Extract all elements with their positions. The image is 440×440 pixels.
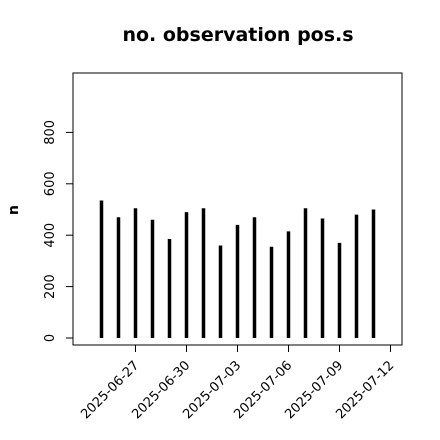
y-tick-label: 800 xyxy=(43,120,58,145)
y-tick-label: 600 xyxy=(43,171,58,196)
y-tick-label: 200 xyxy=(43,274,58,299)
chart-title: no. observation pos.s xyxy=(122,24,354,46)
y-axis-label: n xyxy=(6,205,22,215)
y-tick-label: 0 xyxy=(43,334,58,342)
y-tick-label: 400 xyxy=(43,223,58,248)
